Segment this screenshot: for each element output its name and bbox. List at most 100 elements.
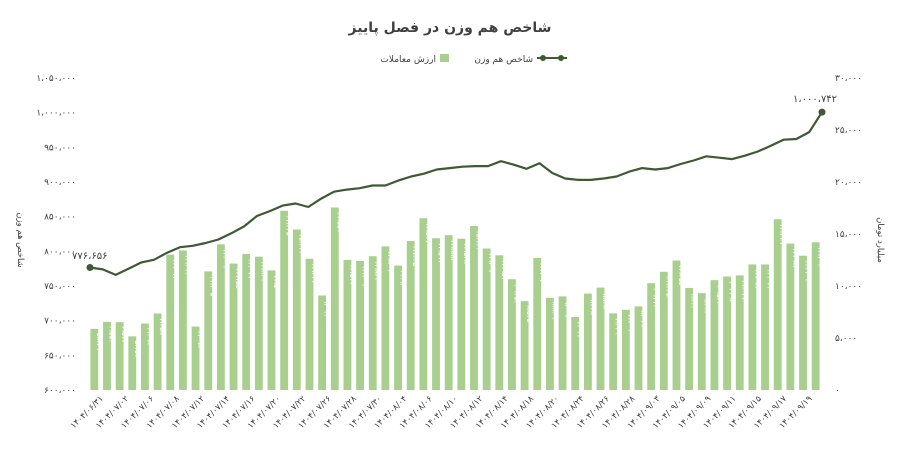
legend-line-marker-left — [540, 55, 546, 61]
bar-data-labels: ۵،۸۷۹ ۶،۵۵۲ ۶،۵۲۳ ۵،۱۵۷ ۶،۳۹۸ ۷،۳۵۸ ۱۳،۰۱۳ ۱۳،۴… — [95, 211, 824, 357]
bar-data-label: ۱۲،۹۰۹ — [804, 260, 812, 281]
bar-data-label: ۱۷،۲۳۵ — [285, 215, 293, 236]
y-right-tick-label: ۱۵،۰۰۰ — [835, 230, 862, 240]
bar-data-label: ۱۱،۳۶۵ — [664, 276, 672, 297]
bar-data-label: ۱۱،۹۶۰ — [399, 270, 407, 291]
y-right-tick-label: ۰ — [835, 386, 840, 396]
line-series — [86, 108, 826, 276]
y-left-tick-label: ۹۵۰،۰۰۰ — [44, 143, 76, 153]
y-left-tick-label: ۸۰۰،۰۰۰ — [44, 247, 76, 257]
bar — [432, 238, 440, 390]
bar — [697, 293, 706, 390]
bar-data-label: ۱۰،۲۷۳ — [652, 287, 660, 308]
bar-data-label: ۸،۵۴۵ — [525, 305, 533, 323]
bar — [634, 306, 643, 390]
bar — [103, 321, 111, 390]
bar — [571, 316, 580, 390]
bar — [381, 246, 390, 390]
y-right-tick-label: ۱۰،۰۰۰ — [835, 282, 862, 292]
bar-data-label: ۹،۸۴۸ — [601, 292, 609, 310]
bar — [761, 264, 769, 390]
bar-data-label: ۱۴،۸۸۸ — [449, 239, 457, 260]
bar — [368, 256, 377, 390]
y-left-tick-label: ۹۰۰،۰۰۰ — [44, 178, 76, 188]
bar-data-label: ۱۲،۰۷۲ — [766, 268, 774, 289]
bar — [520, 301, 529, 390]
bar-data-label: ۱۴،۰۸۴ — [791, 248, 799, 269]
bar-data-label: ۱۶،۴۱۹ — [778, 223, 786, 244]
bar-data-label: ۱۱،۴۰۵ — [209, 275, 217, 296]
bar-data-label: ۱۳،۸۰۹ — [386, 250, 394, 271]
y-left-tick-label: ۸۵۰،۰۰۰ — [44, 213, 76, 223]
bar-data-label: ۱۱،۵۰۰ — [272, 274, 280, 295]
bar — [583, 293, 592, 390]
bar-data-label: ۶،۰۹۸ — [196, 331, 204, 349]
y-right-tick-label: ۳۰،۰۰۰ — [835, 74, 862, 84]
y-left-tick-label: ۷۰۰،۰۰۰ — [44, 317, 76, 327]
bar-data-label: ۱۲،۰۷۳ — [753, 268, 761, 289]
bar — [508, 279, 516, 390]
y-left-tick-label: ۱،۰۵۰،۰۰۰ — [36, 74, 76, 84]
bar-data-label: ۱۲،۴۰۹ — [361, 265, 369, 286]
y-left-tick-label: ۱،۰۰۰،۰۰۰ — [36, 109, 76, 119]
bar-data-label: ۱۷،۵۵۱ — [335, 211, 343, 232]
bar — [343, 259, 352, 390]
bar — [457, 238, 466, 390]
bar — [596, 287, 605, 390]
bar-data-label: ۱۴،۲۰۲ — [816, 246, 824, 267]
bar-data-label: ۷،۷۰۹ — [626, 314, 634, 332]
bar — [748, 264, 757, 390]
bar — [191, 326, 200, 390]
bar — [735, 275, 744, 390]
legend-bar-label: ارزش معاملات — [380, 55, 436, 65]
y-right-axis: ۰ ۵،۰۰۰ ۱۰،۰۰۰ ۱۵،۰۰۰ ۲۰،۰۰۰ ۲۵،۰۰۰ ۳۰،۰۰۰ — [835, 74, 862, 396]
bar-data-label: ۷،۳۶۹ — [614, 317, 622, 335]
bar — [242, 253, 251, 390]
bar — [229, 263, 238, 390]
legend: شاخص هم وزن ارزش معاملات — [380, 54, 567, 65]
chart-title: شاخص هم وزن در فصل پاییز — [348, 20, 552, 36]
bar-data-label: ۵،۱۵۷ — [133, 340, 141, 358]
bar — [216, 244, 225, 390]
bar — [394, 265, 402, 390]
bar-data-label: ۶،۳۹۸ — [145, 327, 153, 345]
bar — [318, 295, 327, 390]
y-left-tick-label: ۶۰۰،۰۰۰ — [44, 386, 76, 396]
bar-data-label: ۵،۸۷۹ — [95, 333, 103, 351]
bar-data-label: ۱۲،۵۱۱ — [348, 264, 356, 285]
bar-data-label: ۱۰،۵۶۳ — [715, 284, 723, 305]
bar — [267, 270, 276, 390]
legend-line-marker-right — [558, 55, 564, 61]
line-end-label: ۱،۰۰۰،۷۴۲ — [793, 94, 837, 105]
bar — [356, 260, 365, 390]
bar-data-label: ۷،۰۲۲ — [576, 321, 584, 339]
bar — [773, 219, 782, 390]
bar — [128, 336, 137, 390]
bar-series — [90, 207, 820, 390]
bar-data-label: ۱۲،۸۲۱ — [259, 261, 267, 282]
y-right-tick-label: ۲۰،۰۰۰ — [835, 178, 862, 188]
bar-data-label: ۱۲،۹۵۱ — [500, 259, 508, 280]
bar — [153, 313, 162, 390]
bar — [141, 323, 149, 390]
bar — [558, 296, 567, 390]
bar — [799, 255, 807, 390]
bar — [621, 309, 630, 390]
y-left-axis: ۶۰۰،۰۰۰ ۶۵۰،۰۰۰ ۷۰۰،۰۰۰ ۷۵۰،۰۰۰ ۸۰۰،۰۰۰ ۸۵۰،۰… — [36, 74, 76, 396]
bar — [115, 322, 124, 390]
y-right-tick-label: ۵،۰۰۰ — [835, 334, 857, 344]
bar — [305, 258, 314, 390]
bar-data-label: ۹،۰۹۱ — [323, 299, 331, 316]
bar-data-label: ۹،۰۰۱ — [563, 300, 571, 317]
bar — [419, 218, 428, 390]
bar — [533, 257, 542, 390]
bar — [811, 242, 820, 390]
bar-data-label: ۱۵،۷۶۶ — [474, 230, 482, 251]
bar-data-label: ۱۱،۰۲۱ — [740, 279, 748, 300]
bar — [482, 248, 491, 390]
legend-bar-swatch — [440, 54, 449, 62]
bar — [90, 328, 99, 390]
x-axis: ۱۴۰۴/۰۶/۳۱۱۴۰۴/۰۷/۰۲۱۴۰۴/۰۷/۰۶۱۴۰۴/۰۷/۰۸… — [69, 394, 815, 431]
y-left-axis-title: شاخص هم وزن — [15, 212, 25, 267]
